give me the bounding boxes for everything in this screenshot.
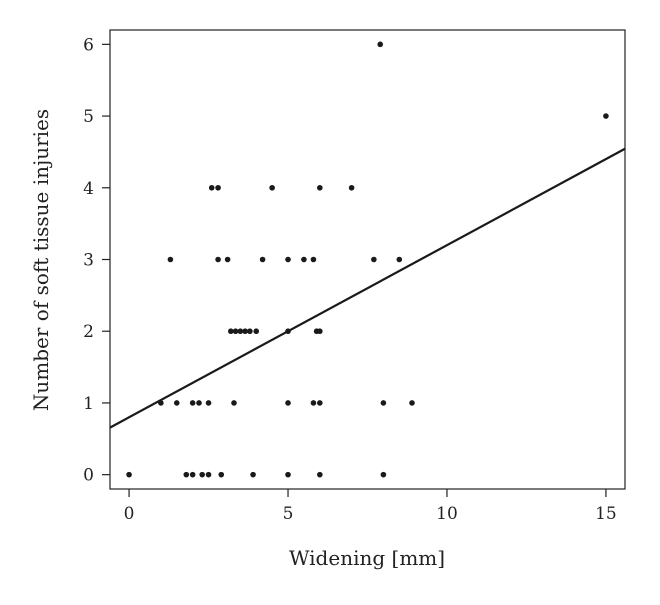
x-axis-ticks: 0 5 10 15	[124, 489, 617, 524]
data-point	[409, 400, 415, 406]
data-point	[224, 256, 231, 263]
y-axis-ticks: 0 1 2 3 4 5 6	[83, 35, 110, 486]
data-point	[603, 113, 609, 119]
x-tick-label: 0	[124, 504, 135, 524]
plot-frame	[109, 29, 626, 490]
data-point	[215, 256, 221, 263]
y-tick-label: 3	[83, 251, 94, 271]
data-point	[242, 328, 248, 335]
data-points	[126, 41, 609, 478]
data-point	[218, 471, 225, 478]
data-point	[269, 184, 275, 191]
y-axis-title: Number of soft tissue injuries	[29, 109, 53, 411]
data-point	[317, 471, 323, 478]
y-tick-label: 4	[83, 179, 94, 199]
data-point	[250, 471, 256, 478]
data-point	[247, 328, 253, 335]
data-point	[285, 256, 291, 263]
y-tick-label: 2	[83, 322, 94, 342]
data-point	[196, 400, 202, 406]
data-point	[285, 400, 291, 406]
data-point	[285, 471, 291, 478]
data-point	[189, 471, 196, 478]
data-point	[348, 184, 355, 191]
data-point	[371, 256, 377, 263]
x-axis-title: Widening [mm]	[289, 546, 445, 570]
data-point	[301, 256, 307, 263]
data-point	[126, 471, 132, 478]
data-point	[231, 400, 237, 406]
data-point	[205, 400, 212, 406]
data-point	[380, 471, 387, 478]
data-point	[317, 328, 323, 335]
data-point	[310, 256, 317, 263]
data-point	[232, 328, 239, 335]
data-point	[189, 400, 196, 406]
data-point	[183, 471, 190, 478]
data-point	[167, 256, 174, 263]
data-point	[228, 328, 234, 335]
data-point	[317, 184, 323, 191]
data-point	[396, 256, 403, 263]
y-tick-label: 0	[83, 466, 94, 486]
y-tick-label: 1	[83, 394, 94, 414]
regression-line	[109, 147, 626, 429]
data-point	[208, 184, 215, 191]
data-point	[215, 184, 221, 191]
y-tick-label: 5	[83, 107, 94, 127]
x-tick-label: 5	[283, 504, 294, 524]
data-point	[237, 328, 244, 335]
data-point	[380, 400, 387, 406]
x-tick-label: 15	[595, 504, 617, 524]
data-point	[317, 400, 323, 406]
data-point	[310, 400, 317, 406]
y-tick-label: 6	[83, 35, 94, 55]
data-point	[199, 471, 205, 478]
data-point	[253, 328, 260, 335]
x-tick-label: 10	[436, 504, 458, 524]
data-point	[377, 41, 384, 48]
data-point	[205, 471, 212, 478]
data-point	[259, 256, 266, 263]
data-point	[173, 400, 180, 406]
